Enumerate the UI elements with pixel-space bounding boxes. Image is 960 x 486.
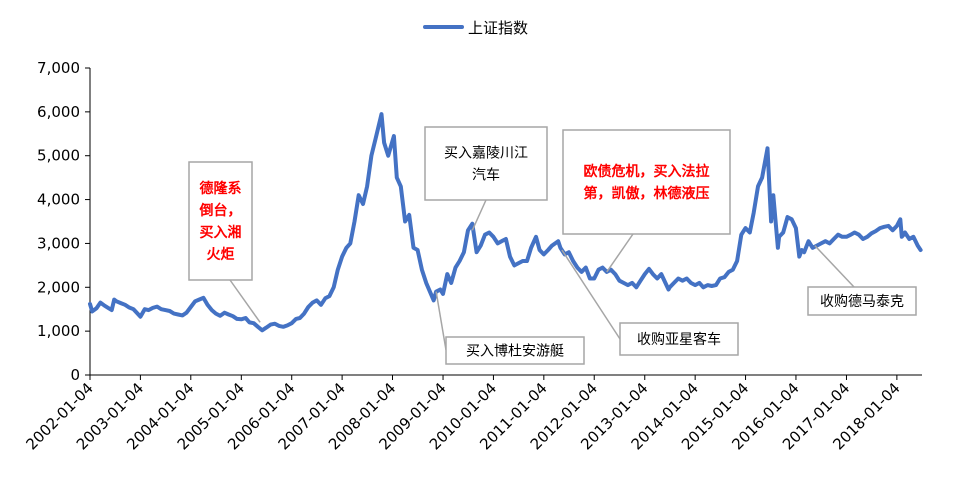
annotation-text: 买入湘 <box>200 224 242 241</box>
annotation-leader <box>606 233 634 273</box>
legend: 上证指数 <box>423 19 528 37</box>
annotation-text: 欧债危机，买入法拉 <box>584 163 710 180</box>
y-tick-label: 6,000 <box>37 103 80 121</box>
annotation-box <box>188 161 253 281</box>
y-tick-label: 4,000 <box>37 191 80 209</box>
annotation-text: 收购亚星客车 <box>637 331 721 348</box>
chart-axes: 01,0002,0003,0004,0005,0006,0007,0002002… <box>22 59 922 453</box>
legend-label: 上证指数 <box>468 19 528 37</box>
y-tick-label: 7,000 <box>37 59 80 77</box>
annotation-text: 火炬 <box>207 246 235 263</box>
annotation-box <box>619 322 739 356</box>
y-tick-label: 2,000 <box>37 278 80 296</box>
annotation-leader <box>471 199 487 231</box>
series-layer <box>88 112 923 333</box>
annotation-leader <box>561 249 621 340</box>
annotation-text: 买入博杜安游艇 <box>466 343 564 360</box>
annotation-text: 汽车 <box>472 167 500 184</box>
annotation-text: 德隆系 <box>200 180 242 197</box>
annotation-text: 买入嘉陵川江 <box>444 146 528 162</box>
annotation-box <box>807 286 917 316</box>
y-tick-label: 0 <box>70 366 80 384</box>
y-tick-label: 1,000 <box>37 322 80 340</box>
annotation-text: 第，凯傲，林德液压 <box>584 185 710 202</box>
annotation-box <box>562 129 731 235</box>
y-tick-label: 3,000 <box>37 234 80 252</box>
series-line <box>88 112 923 333</box>
annotation-text: 倒台， <box>199 202 242 219</box>
annotation-leader <box>435 291 447 351</box>
annotation-leader <box>814 245 855 288</box>
y-tick-label: 5,000 <box>37 147 80 165</box>
annotation-leader <box>229 279 261 323</box>
annotation-box <box>424 126 548 201</box>
annotation-box <box>445 336 585 365</box>
annotation-text: 收购德马泰克 <box>820 294 904 310</box>
